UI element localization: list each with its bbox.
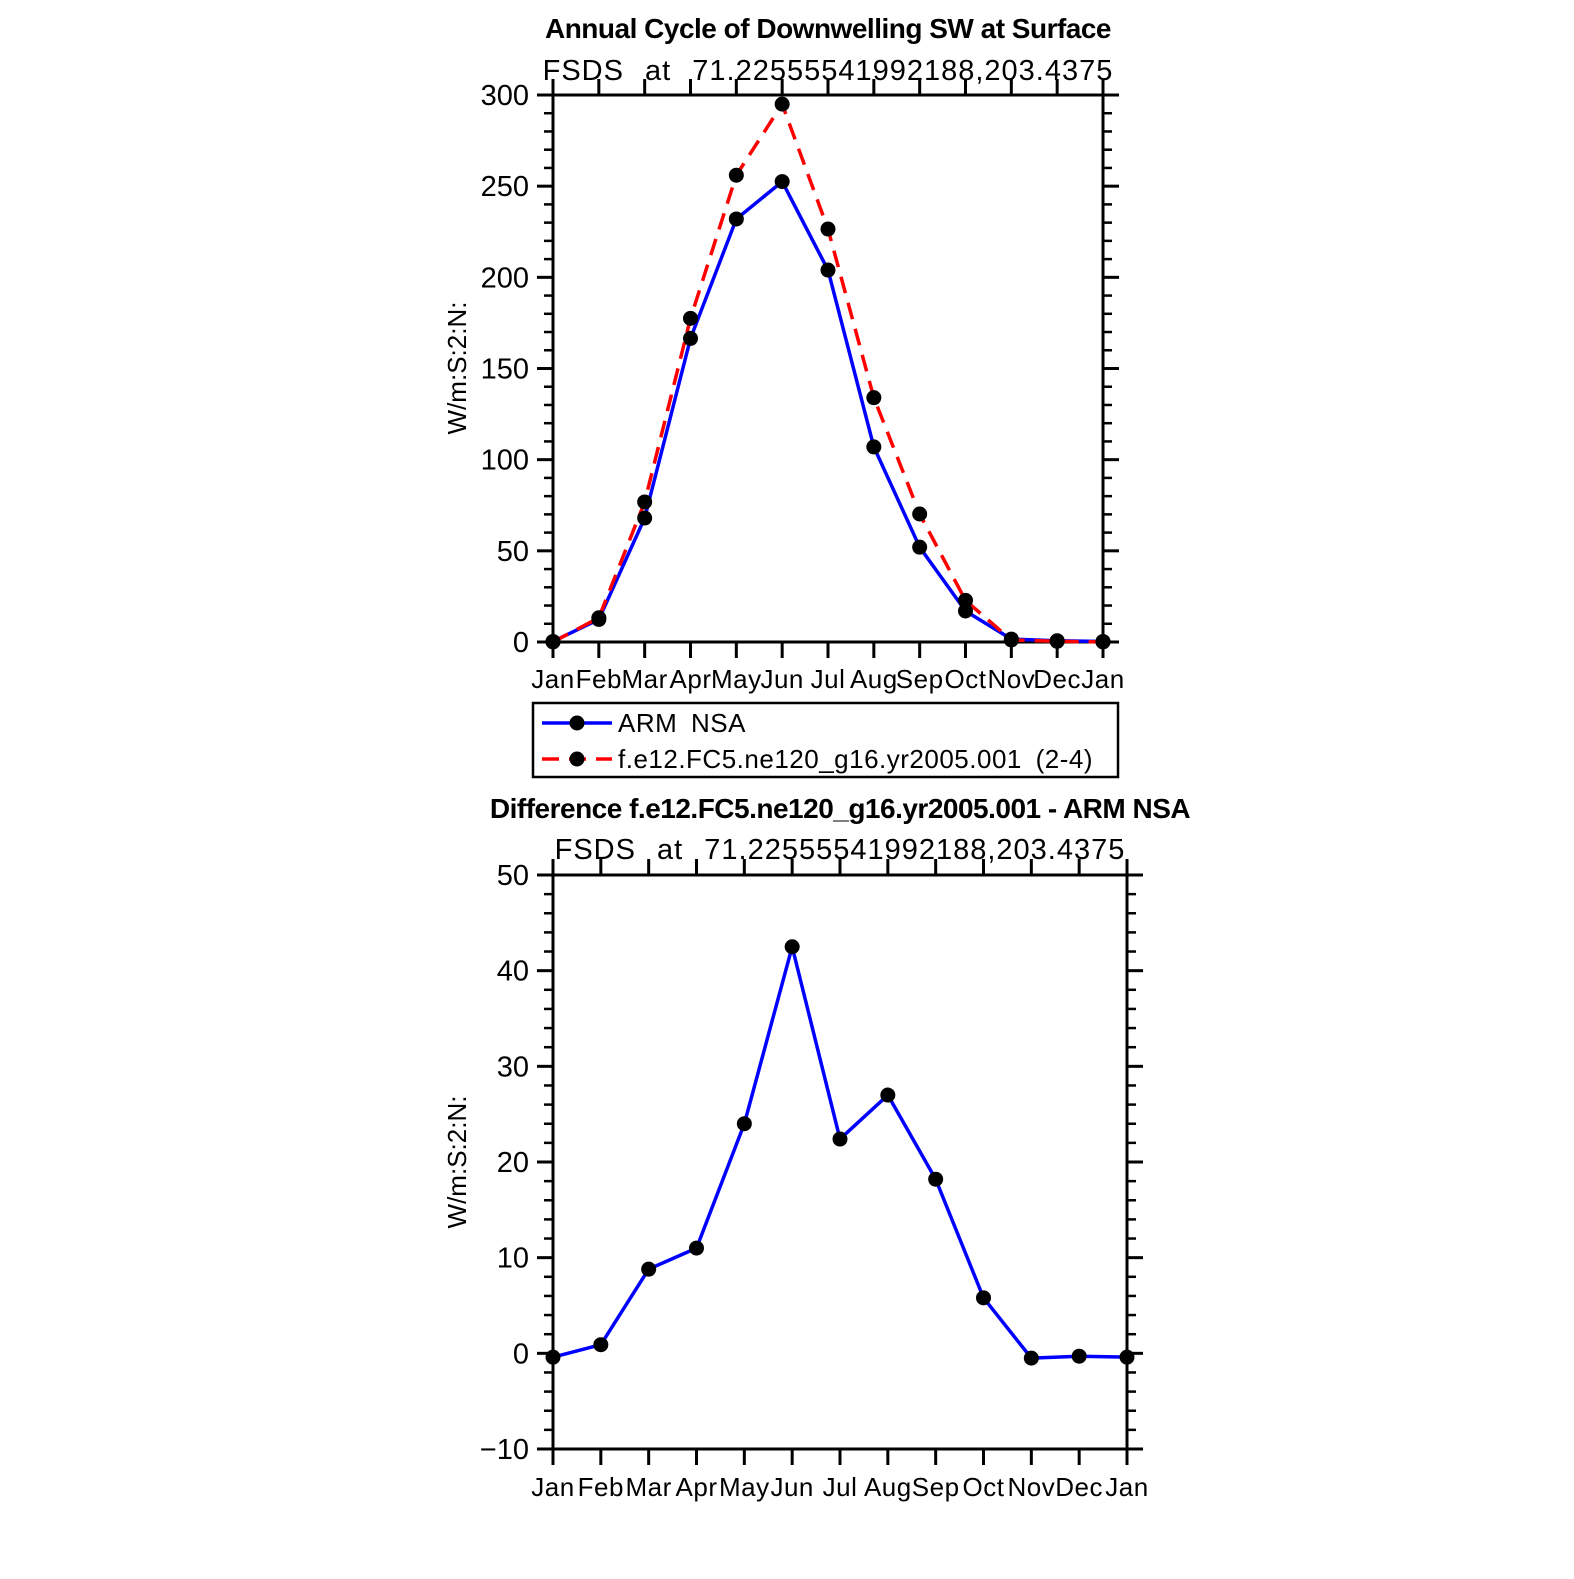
x-tick-label: Aug	[850, 664, 898, 694]
y-tick-label: 10	[497, 1243, 529, 1275]
data-point-marker	[683, 310, 698, 326]
data-point-marker	[1049, 633, 1065, 649]
data-point-marker	[866, 439, 882, 455]
data-point-marker	[1095, 634, 1111, 650]
legend-label: ARM NSA	[618, 708, 746, 738]
x-tick-label: Jan	[531, 1472, 574, 1502]
y-tick-label: 20	[497, 1147, 529, 1179]
data-point-marker	[912, 539, 928, 555]
top-chart-title: Annual Cycle of Downwelling SW at Surfac…	[545, 13, 1111, 44]
x-tick-label: Sep	[896, 664, 944, 694]
y-tick-label: 0	[513, 627, 529, 659]
x-tick-label: Oct	[963, 1472, 1005, 1502]
data-point-marker	[728, 167, 744, 183]
legend-label: f.e12.FC5.ne120_g16.yr2005.001 (2-4)	[618, 744, 1093, 774]
y-tick-label: 200	[481, 262, 529, 294]
x-tick-label: Dec	[1055, 1472, 1103, 1502]
plot-border	[551, 93, 1105, 644]
legend-item: ARM NSA	[542, 708, 746, 738]
y-tick-label: 100	[481, 445, 529, 477]
difference-chart-title: Difference f.e12.FC5.ne120_g16.yr2005.00…	[490, 793, 1191, 824]
x-tick-label: Jan	[1081, 664, 1124, 694]
y-tick-label: 40	[497, 956, 529, 988]
data-point-marker	[593, 1337, 609, 1353]
data-point-marker	[637, 494, 653, 510]
x-tick-label: Jun	[760, 664, 803, 694]
top-chart-y-axis-label: W/m:S:2:N:	[442, 302, 472, 435]
data-point-marker	[728, 211, 744, 227]
plot-border	[551, 873, 1129, 1451]
data-point-marker	[820, 262, 836, 278]
y-tick-label: 150	[481, 354, 529, 386]
data-point-marker	[912, 506, 928, 522]
y-tick-label: 50	[497, 860, 529, 892]
x-tick-label: Jun	[770, 1472, 813, 1502]
series-line-1	[552, 102, 1104, 644]
data-point-marker	[958, 592, 973, 608]
series-line-0	[552, 179, 1104, 644]
data-point-marker	[641, 1261, 657, 1277]
data-point-marker	[880, 1087, 896, 1103]
data-point-marker	[774, 96, 790, 112]
x-tick-label: Aug	[864, 1472, 912, 1502]
x-tick-label: Jan	[1105, 1472, 1148, 1502]
data-point-marker	[976, 1290, 991, 1306]
y-tick-label: 0	[513, 1338, 529, 1370]
data-point-marker	[545, 1349, 561, 1365]
x-tick-label: Mar	[626, 1472, 672, 1502]
y-tick-label: 250	[481, 171, 529, 203]
data-point-marker	[1119, 1349, 1135, 1365]
data-point-marker	[1023, 1350, 1039, 1366]
difference-chart: Difference f.e12.FC5.ne120_g16.yr2005.00…	[442, 793, 1191, 1502]
data-point-marker	[683, 330, 698, 346]
series-line-0	[552, 945, 1128, 1360]
data-point-marker	[832, 1131, 848, 1147]
difference-chart-y-axis-label: W/m:S:2:N:	[442, 1096, 472, 1229]
data-point-marker	[545, 634, 561, 650]
data-point-marker	[784, 939, 800, 955]
x-tick-label: May	[711, 664, 762, 694]
data-point-marker	[1071, 1348, 1087, 1364]
data-point-marker	[637, 510, 653, 526]
x-tick-label: Jul	[811, 664, 846, 694]
data-point-marker	[820, 221, 836, 237]
x-tick-label: May	[719, 1472, 770, 1502]
y-tick-label: −10	[480, 1434, 529, 1466]
top-chart: Annual Cycle of Downwelling SW at Surfac…	[442, 13, 1124, 694]
data-point-marker	[774, 174, 790, 190]
data-point-marker	[736, 1116, 752, 1132]
x-tick-label: Jan	[531, 664, 574, 694]
data-point-marker	[689, 1240, 704, 1256]
legend-box	[531, 701, 1120, 779]
data-point-marker	[866, 390, 882, 406]
x-tick-label: Mar	[622, 664, 668, 694]
data-point-marker	[928, 1171, 944, 1187]
x-tick-label: Apr	[676, 1472, 718, 1502]
data-point-marker	[958, 603, 973, 619]
data-point-marker	[591, 610, 607, 626]
x-tick-label: Oct	[945, 664, 987, 694]
y-tick-label: 50	[497, 536, 529, 568]
x-tick-label: Nov	[1007, 1472, 1055, 1502]
x-tick-label: Sep	[912, 1472, 960, 1502]
y-tick-label: 300	[481, 80, 529, 112]
x-tick-label: Nov	[987, 664, 1035, 694]
x-tick-label: Dec	[1033, 664, 1081, 694]
x-tick-label: Apr	[670, 664, 712, 694]
legend-marker-sample	[569, 751, 585, 767]
x-tick-label: Feb	[578, 1472, 624, 1502]
legend-marker-sample	[569, 715, 585, 731]
y-tick-label: 30	[497, 1051, 529, 1083]
legend-item: f.e12.FC5.ne120_g16.yr2005.001 (2-4)	[542, 744, 1093, 774]
x-tick-label: Jul	[823, 1472, 858, 1502]
x-tick-label: Feb	[576, 664, 622, 694]
data-point-marker	[1003, 632, 1019, 648]
legend: ARM NSA f.e12.FC5.ne120_g16.yr2005.001 (2…	[531, 701, 1120, 779]
